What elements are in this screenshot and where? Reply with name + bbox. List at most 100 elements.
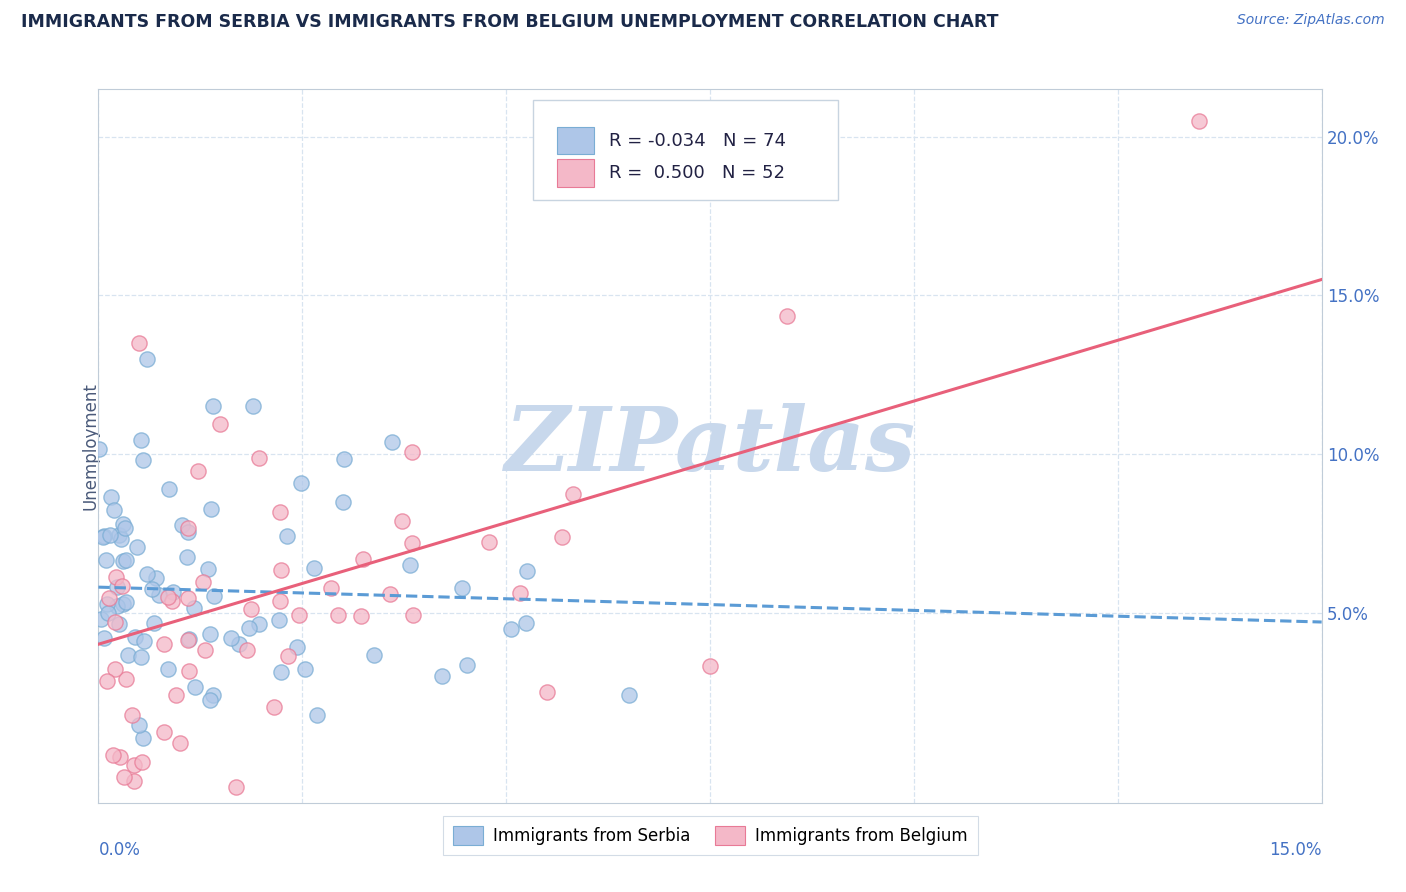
Point bbox=[352, 552, 374, 566]
Point bbox=[114, 595, 136, 609]
Point bbox=[132, 731, 155, 745]
Point bbox=[112, 517, 135, 532]
Point bbox=[236, 643, 259, 657]
Point bbox=[101, 747, 124, 762]
Point bbox=[145, 570, 167, 584]
Point bbox=[402, 608, 425, 623]
Point bbox=[94, 553, 117, 567]
Point bbox=[451, 582, 474, 596]
Point bbox=[114, 521, 136, 535]
FancyBboxPatch shape bbox=[533, 100, 838, 200]
Point bbox=[177, 591, 200, 605]
Point bbox=[177, 632, 200, 647]
Point bbox=[179, 632, 201, 647]
Point bbox=[551, 530, 574, 544]
Point bbox=[228, 638, 250, 652]
Point bbox=[198, 627, 221, 641]
Point bbox=[110, 749, 132, 764]
Point bbox=[515, 615, 537, 630]
Point bbox=[111, 579, 134, 593]
Point bbox=[105, 570, 128, 584]
Point bbox=[378, 587, 401, 601]
Point bbox=[143, 616, 166, 631]
FancyBboxPatch shape bbox=[557, 160, 593, 186]
Point bbox=[129, 433, 152, 447]
Point bbox=[90, 612, 112, 626]
Point bbox=[381, 435, 404, 450]
Point bbox=[478, 535, 501, 549]
Point bbox=[97, 607, 120, 621]
Point bbox=[104, 615, 127, 630]
Point bbox=[87, 442, 110, 456]
Point bbox=[617, 688, 640, 702]
Point bbox=[269, 613, 291, 627]
Point bbox=[114, 552, 136, 566]
Point bbox=[221, 631, 243, 645]
Point bbox=[269, 505, 291, 519]
Text: ZIPatlas: ZIPatlas bbox=[505, 403, 915, 489]
Point bbox=[91, 530, 114, 544]
Point bbox=[319, 581, 342, 595]
Point bbox=[699, 659, 721, 673]
Point bbox=[112, 597, 135, 611]
Text: 15.0%: 15.0% bbox=[1270, 841, 1322, 859]
Point bbox=[391, 514, 413, 528]
Text: 0.0%: 0.0% bbox=[98, 841, 141, 859]
Point bbox=[401, 445, 423, 459]
Point bbox=[169, 736, 191, 750]
Point bbox=[183, 600, 205, 615]
Point bbox=[200, 501, 222, 516]
Point bbox=[115, 672, 138, 686]
Point bbox=[197, 562, 219, 576]
Point bbox=[225, 780, 247, 794]
Point bbox=[509, 586, 531, 600]
Point bbox=[305, 708, 328, 723]
Point bbox=[132, 634, 155, 648]
Point bbox=[165, 689, 187, 703]
Point bbox=[135, 566, 157, 581]
Point bbox=[401, 536, 423, 550]
Point bbox=[157, 482, 180, 496]
Y-axis label: Unemployment: Unemployment bbox=[82, 382, 98, 510]
Point bbox=[276, 529, 298, 543]
Point bbox=[270, 563, 292, 577]
Point bbox=[191, 574, 214, 589]
Point bbox=[177, 524, 200, 539]
Point bbox=[136, 351, 159, 366]
Point bbox=[294, 662, 316, 676]
Point bbox=[249, 616, 271, 631]
Point bbox=[499, 623, 522, 637]
Point bbox=[350, 609, 373, 624]
Point bbox=[132, 453, 155, 467]
Text: R = -0.034   N = 74: R = -0.034 N = 74 bbox=[609, 132, 786, 150]
Point bbox=[98, 528, 121, 542]
Point bbox=[156, 662, 179, 676]
Point bbox=[129, 650, 152, 665]
Point bbox=[242, 400, 264, 414]
Point bbox=[110, 532, 132, 546]
Point bbox=[285, 640, 308, 654]
Text: R =  0.500   N = 52: R = 0.500 N = 52 bbox=[609, 164, 785, 182]
Point bbox=[153, 637, 176, 651]
Text: Source: ZipAtlas.com: Source: ZipAtlas.com bbox=[1237, 13, 1385, 28]
Point bbox=[263, 700, 285, 714]
Point bbox=[187, 464, 209, 478]
Point bbox=[108, 528, 131, 542]
Point bbox=[270, 665, 292, 680]
Point bbox=[202, 589, 225, 603]
Point bbox=[93, 529, 115, 543]
Point bbox=[201, 400, 224, 414]
Point bbox=[304, 560, 326, 574]
Point bbox=[122, 757, 145, 772]
Text: IMMIGRANTS FROM SERBIA VS IMMIGRANTS FROM BELGIUM UNEMPLOYMENT CORRELATION CHART: IMMIGRANTS FROM SERBIA VS IMMIGRANTS FRO… bbox=[21, 13, 998, 31]
Point bbox=[247, 451, 270, 466]
Point bbox=[363, 648, 385, 663]
Point bbox=[456, 657, 478, 672]
Point bbox=[1188, 114, 1211, 128]
Point bbox=[536, 685, 558, 699]
Point bbox=[160, 594, 183, 608]
Point bbox=[561, 486, 583, 500]
Point bbox=[96, 597, 118, 611]
Point bbox=[141, 582, 163, 596]
Point bbox=[100, 490, 122, 504]
